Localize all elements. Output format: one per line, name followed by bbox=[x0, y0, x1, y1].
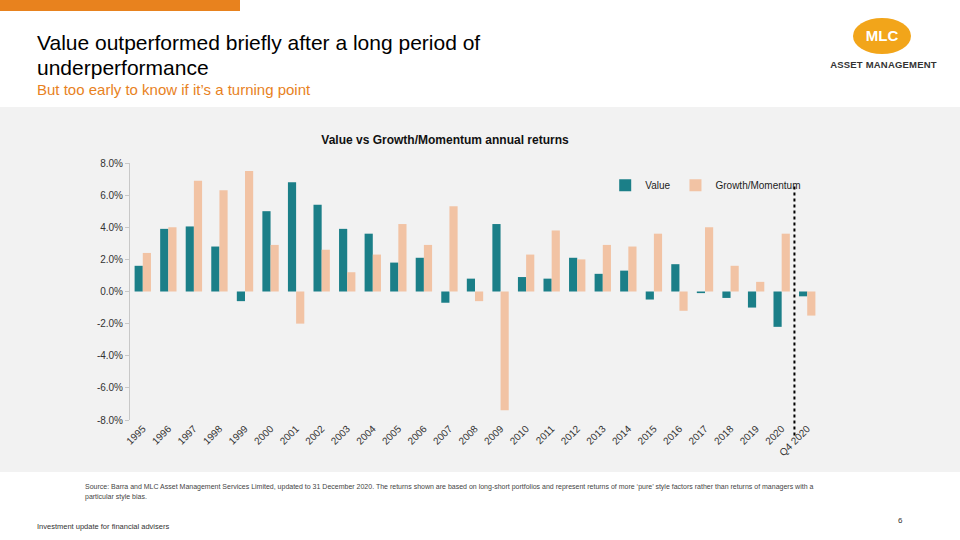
html-text:MLC: MLC bbox=[865, 27, 899, 44]
svg-text:1995: 1995 bbox=[124, 423, 148, 447]
svg-text:2001: 2001 bbox=[278, 423, 302, 447]
svg-text:2015: 2015 bbox=[635, 423, 659, 447]
svg-text:1996: 1996 bbox=[150, 423, 174, 447]
html-text:Investment update for financia: Investment update for financial advisers bbox=[37, 522, 170, 531]
svg-text:2020: 2020 bbox=[763, 423, 787, 447]
svg-text:2007: 2007 bbox=[431, 423, 455, 447]
svg-text:2019: 2019 bbox=[738, 423, 762, 447]
svg-text:6.0%: 6.0% bbox=[100, 190, 123, 201]
html-text:Value outperformed briefly aft: Value outperformed briefly after a long … bbox=[37, 31, 481, 54]
svg-text:2.0%: 2.0% bbox=[100, 254, 123, 265]
svg-text:-8.0%: -8.0% bbox=[97, 415, 123, 426]
html-text:ASSET MANAGEMENT: ASSET MANAGEMENT bbox=[830, 59, 937, 70]
svg-text:2009: 2009 bbox=[482, 423, 506, 447]
svg-text:2014: 2014 bbox=[610, 423, 634, 447]
svg-text:2016: 2016 bbox=[661, 423, 685, 447]
svg-text:1997: 1997 bbox=[175, 423, 199, 447]
svg-text:2012: 2012 bbox=[559, 423, 583, 447]
svg-text:1999: 1999 bbox=[226, 423, 250, 447]
svg-text:0.0%: 0.0% bbox=[100, 286, 123, 297]
svg-text:Q4 2020: Q4 2020 bbox=[777, 423, 812, 458]
html-text:6: 6 bbox=[898, 516, 903, 525]
svg-text:2003: 2003 bbox=[329, 423, 353, 447]
svg-text:2000: 2000 bbox=[252, 423, 276, 447]
svg-text:-4.0%: -4.0% bbox=[97, 350, 123, 361]
svg-text:2011: 2011 bbox=[534, 423, 557, 446]
svg-text:2013: 2013 bbox=[584, 423, 608, 447]
svg-text:2004: 2004 bbox=[354, 423, 378, 447]
html-text:Source: Barra and MLC Asset Ma: Source: Barra and MLC Asset Management S… bbox=[85, 483, 814, 500]
svg-text:4.0%: 4.0% bbox=[100, 222, 123, 233]
svg-text:Value: Value bbox=[645, 180, 670, 191]
svg-text:1998: 1998 bbox=[201, 423, 225, 447]
svg-text:2018: 2018 bbox=[712, 423, 736, 447]
svg-text:Value vs Growth/Momentum annua: Value vs Growth/Momentum annual returns bbox=[321, 133, 569, 147]
svg-text:2002: 2002 bbox=[303, 423, 327, 447]
svg-text:2017: 2017 bbox=[686, 423, 710, 447]
svg-text:Growth/Momentum: Growth/Momentum bbox=[715, 180, 800, 191]
svg-text:-2.0%: -2.0% bbox=[97, 318, 123, 329]
svg-text:-6.0%: -6.0% bbox=[97, 382, 123, 393]
html-text:underperformance: underperformance bbox=[37, 56, 209, 79]
svg-text:2008: 2008 bbox=[456, 423, 480, 447]
svg-text:2006: 2006 bbox=[405, 423, 429, 447]
svg-text:2005: 2005 bbox=[380, 423, 404, 447]
svg-text:2010: 2010 bbox=[508, 423, 532, 447]
html-text:But too early to know if it’s: But too early to know if it’s a turning … bbox=[37, 81, 311, 98]
svg-text:8.0%: 8.0% bbox=[100, 158, 123, 169]
